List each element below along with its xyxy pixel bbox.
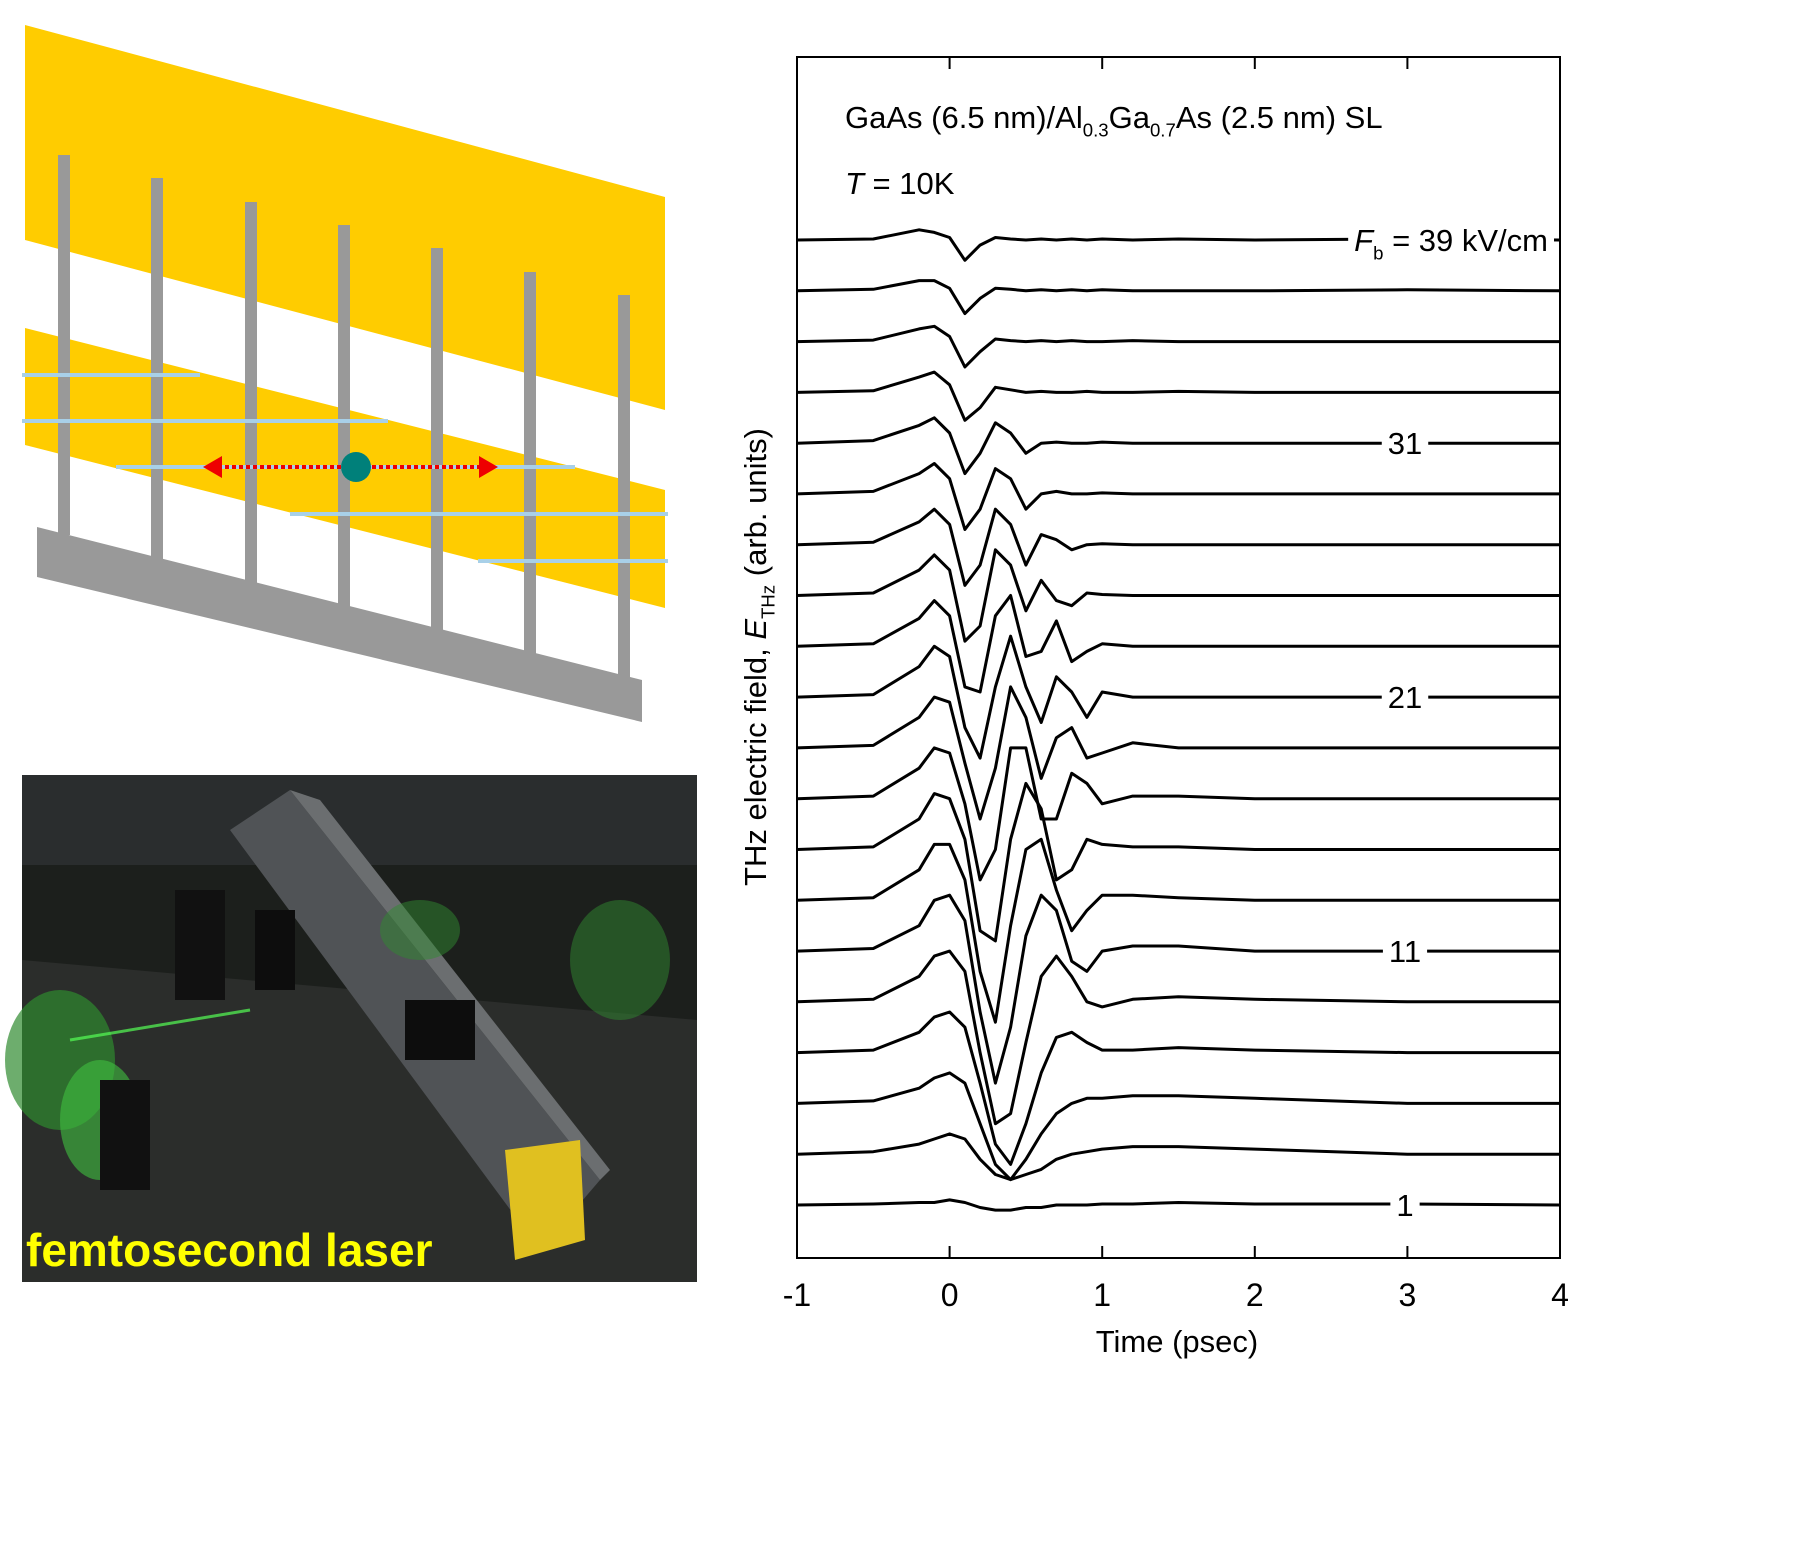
trace bbox=[796, 594, 1560, 694]
y-axis-label-part: THz electric field, bbox=[738, 640, 773, 886]
series-label: Fb = 39 kV/cm bbox=[1354, 223, 1548, 264]
plot-frame bbox=[796, 56, 1561, 1259]
x-tick-label: 3 bbox=[1399, 1277, 1417, 1313]
base bbox=[37, 527, 642, 722]
trace bbox=[796, 1010, 1560, 1166]
trace bbox=[796, 1132, 1560, 1182]
chart-title-part: 0.3 bbox=[1083, 120, 1109, 141]
chart-title-part: GaAs (6.5 nm)/Al bbox=[845, 100, 1083, 135]
y-axis-label: THz electric field, ETHz (arb. units) bbox=[738, 428, 779, 886]
energy-levels bbox=[22, 373, 668, 563]
trace bbox=[796, 746, 1560, 882]
trace bbox=[796, 949, 1560, 1126]
x-tick-label: -1 bbox=[783, 1277, 811, 1313]
series-label-part: 21 bbox=[1388, 680, 1422, 715]
trace bbox=[796, 1071, 1560, 1182]
trace bbox=[796, 324, 1560, 369]
chart-title-part: Ga bbox=[1109, 100, 1151, 135]
y-axis-label-part: THz bbox=[758, 585, 779, 619]
series-label: 1 bbox=[1396, 1188, 1413, 1223]
y-axis-label-part: (arb. units) bbox=[738, 428, 773, 585]
series-label-part: 31 bbox=[1388, 426, 1422, 461]
series-label-part: 1 bbox=[1396, 1188, 1413, 1223]
trace bbox=[796, 370, 1560, 422]
label-background bbox=[1381, 687, 1429, 708]
trace bbox=[796, 781, 1560, 943]
series-label-part: b bbox=[1373, 243, 1383, 264]
chart-subtitle-part: = 10K bbox=[864, 166, 955, 201]
label-background bbox=[1381, 433, 1429, 454]
x-axis-label: Time (psec) bbox=[1096, 1324, 1258, 1359]
series-label: 31 bbox=[1388, 426, 1422, 461]
oscillation-arrow bbox=[203, 452, 498, 482]
trace bbox=[796, 837, 1560, 1024]
chart-title-part: 0.7 bbox=[1150, 120, 1176, 141]
photo-caption: femtosecond laser bbox=[26, 1224, 433, 1276]
chart-title-part: As (2.5 nm) SL bbox=[1176, 100, 1383, 135]
laser-photo: femtosecond laser bbox=[5, 775, 697, 1282]
trace bbox=[796, 507, 1560, 587]
superlattice-diagram bbox=[22, 25, 668, 722]
label-background bbox=[1382, 941, 1428, 962]
series-label-part: 11 bbox=[1389, 934, 1421, 969]
trace bbox=[796, 1198, 1561, 1212]
x-tick-label: 4 bbox=[1551, 1277, 1569, 1313]
trace bbox=[796, 634, 1560, 760]
label-background bbox=[1348, 230, 1554, 250]
trace bbox=[796, 416, 1560, 476]
series-label-part: F bbox=[1354, 223, 1375, 258]
y-axis-label-part: E bbox=[738, 619, 773, 640]
series-label: 11 bbox=[1389, 934, 1421, 969]
x-tick-label: 2 bbox=[1246, 1277, 1264, 1313]
barriers bbox=[58, 155, 630, 677]
x-tick-label: 0 bbox=[941, 1277, 959, 1313]
trace bbox=[796, 462, 1560, 531]
trace bbox=[796, 893, 1560, 1085]
label-background bbox=[1390, 1195, 1420, 1215]
trace bbox=[796, 685, 1560, 821]
chart-subtitle-part: T bbox=[845, 166, 866, 201]
chart-subtitle: T = 10K bbox=[845, 166, 955, 201]
trace bbox=[796, 228, 1561, 262]
series-label: 21 bbox=[1388, 680, 1422, 715]
chart-title: GaAs (6.5 nm)/Al0.3Ga0.7As (2.5 nm) SL bbox=[845, 100, 1383, 141]
trace bbox=[796, 279, 1561, 316]
trace bbox=[796, 548, 1560, 643]
x-tick-label: 1 bbox=[1093, 1277, 1111, 1313]
series-label-part: = 39 kV/cm bbox=[1383, 223, 1548, 258]
band bbox=[25, 25, 665, 410]
